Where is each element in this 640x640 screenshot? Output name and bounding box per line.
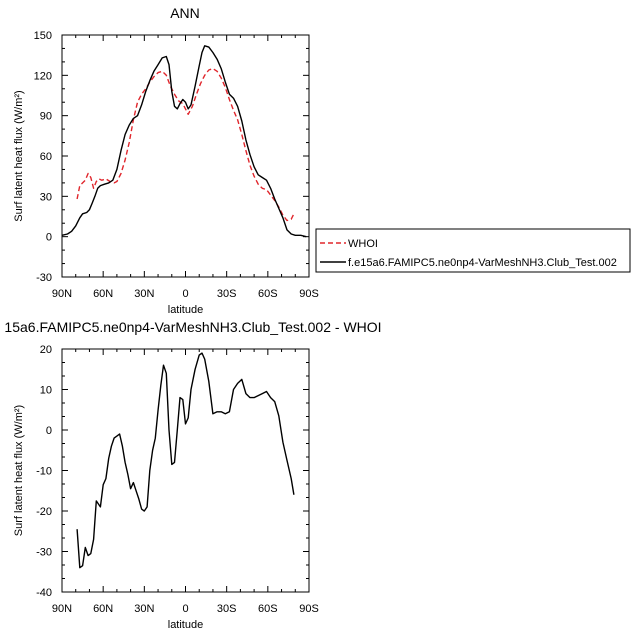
x-tick-label: 90S (299, 288, 319, 300)
x-tick-label: 90N (52, 603, 72, 615)
chart-panel-2: 15a6.FAMIPC5.ne0np4-VarMeshNH3.Club_Test… (4, 319, 381, 631)
y-tick-label: -10 (36, 466, 52, 478)
legend: WHOI f.e15a6.FAMIPC5.ne0np4-VarMeshNH3.Cl… (315, 228, 631, 273)
x-axis-label: latitude (168, 304, 203, 316)
y-tick-label: 20 (40, 344, 52, 356)
legend-box (315, 228, 631, 273)
x-axis-label: latitude (168, 619, 203, 631)
series-line-1 (76, 352, 295, 569)
y-tick-label: 60 (40, 151, 52, 163)
plot-frame (61, 34, 310, 278)
y-tick-label: 30 (40, 191, 52, 203)
y-tick-label: 150 (34, 30, 52, 42)
x-tick-label: 30N (134, 288, 154, 300)
y-tick-label: 0 (46, 232, 52, 244)
y-tick-label: -40 (36, 587, 52, 599)
series-line-1 (76, 67, 295, 222)
x-tick-label: 60S (258, 603, 278, 615)
series-line-2 (61, 45, 307, 238)
y-tick-label: -30 (36, 272, 52, 284)
chart-panel-1: ANN 90N 60N 30N 0 30S 60S 90S -30 0 30 60 90 120 150 la… (13, 5, 631, 316)
x-tick-label: 30N (134, 603, 154, 615)
y-axis-label: Surf latent heat flux (W/m²) (13, 405, 25, 536)
chart-title: 15a6.FAMIPC5.ne0np4-VarMeshNH3.Club_Test… (4, 319, 381, 335)
plot-frame (61, 348, 310, 593)
x-tick-label: 30S (217, 603, 237, 615)
chart-title: ANN (170, 5, 200, 21)
y-axis-label: Surf latent heat flux (W/m²) (13, 90, 25, 221)
legend-label-2: f.e15a6.FAMIPC5.ne0np4-VarMeshNH3.Club_T… (348, 257, 617, 269)
x-tick-label: 90N (52, 288, 72, 300)
x-tick-label: 0 (182, 288, 188, 300)
legend-label-1: WHOI (348, 238, 378, 250)
y-tick-label: -20 (36, 506, 52, 518)
x-tick-label: 0 (182, 603, 188, 615)
y-tick-label: 10 (40, 385, 52, 397)
x-tick-label: 60S (258, 288, 278, 300)
y-tick-label: 120 (34, 70, 52, 82)
x-tick-label: 60N (93, 288, 113, 300)
x-tick-label: 90S (299, 603, 319, 615)
y-tick-label: -30 (36, 547, 52, 559)
y-tick-label: 0 (46, 425, 52, 437)
y-tick-label: 90 (40, 111, 52, 123)
x-tick-label: 30S (217, 288, 237, 300)
x-tick-label: 60N (93, 603, 113, 615)
